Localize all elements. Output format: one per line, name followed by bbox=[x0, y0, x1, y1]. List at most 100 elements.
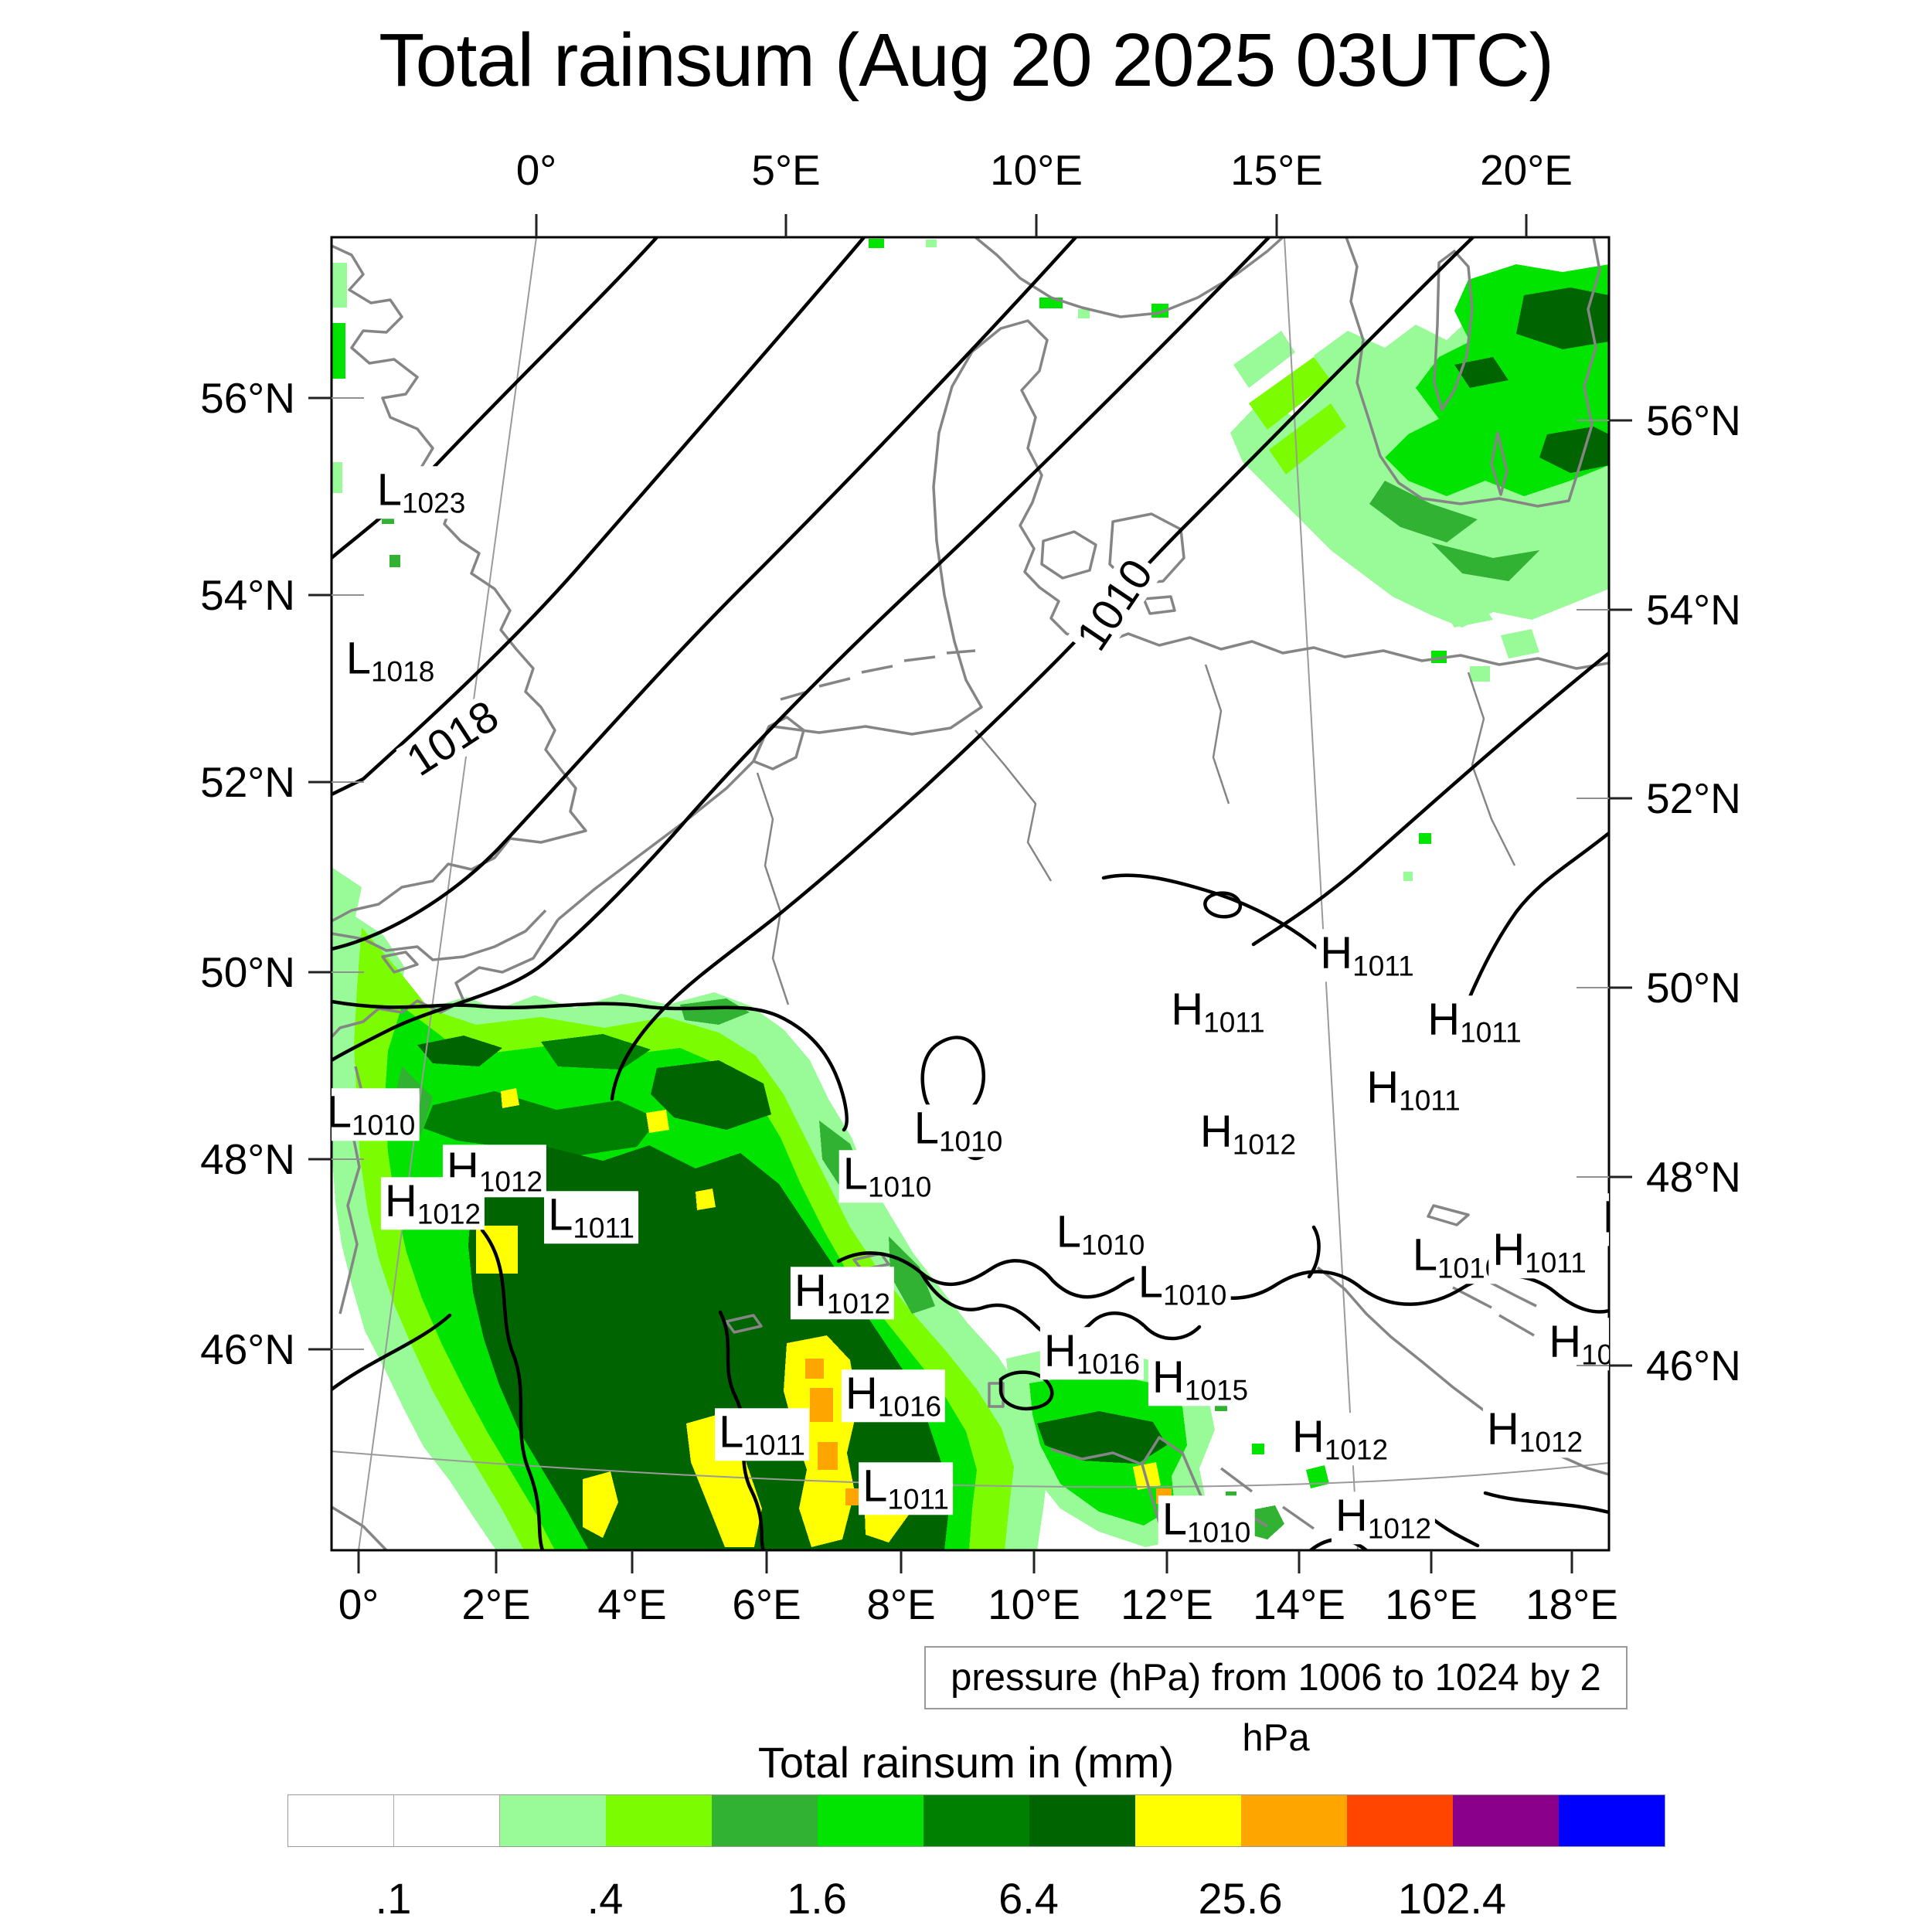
axis-tick-label-left: 56°N bbox=[200, 374, 295, 422]
legend-color-cell bbox=[818, 1795, 923, 1846]
pressure-center-letter: L bbox=[862, 1461, 888, 1512]
axis-tick-label-right: 48°N bbox=[1646, 1153, 1741, 1201]
pressure-center-label: H1011 bbox=[1423, 994, 1526, 1049]
pressure-center-value: 1010 bbox=[351, 1109, 416, 1141]
axis-tick-inner-right bbox=[1577, 609, 1609, 611]
pressure-center-label: L1010 bbox=[1052, 1208, 1149, 1261]
pressure-center-letter: H bbox=[1549, 1316, 1582, 1367]
legend-color-cell bbox=[1029, 1795, 1135, 1846]
pressure-center-value: 1015 bbox=[1184, 1374, 1249, 1406]
axis-tick-mark-bottom bbox=[495, 1550, 498, 1573]
legend-color-cell bbox=[1347, 1795, 1453, 1846]
axis-tick-label-left: 46°N bbox=[200, 1325, 295, 1373]
pressure-center-label: L1010 bbox=[838, 1148, 936, 1203]
pressure-center-label: L1010 bbox=[910, 1104, 1007, 1158]
axis-tick-mark-left bbox=[308, 396, 332, 400]
pressure-center-letter: L bbox=[332, 1087, 352, 1138]
pressure-center-label: H1015 bbox=[1148, 1353, 1253, 1406]
pressure-center-value: 1010 bbox=[938, 1125, 1003, 1158]
axis-tick-label-right: 46°N bbox=[1646, 1342, 1741, 1389]
axis-tick-label-bottom: 2°E bbox=[461, 1580, 531, 1628]
pressure-center-letter: H bbox=[1320, 927, 1353, 978]
pressure-center-value: 1012 bbox=[1232, 1128, 1297, 1161]
pressure-center-value: 1011 bbox=[1352, 950, 1414, 982]
axis-tick-label-top: 10°E bbox=[990, 146, 1083, 194]
pressure-center-letter: L bbox=[376, 464, 402, 515]
axis-tick-label-top: 20°E bbox=[1480, 146, 1573, 194]
axis-tick-label-left: 48°N bbox=[200, 1135, 295, 1183]
pressure-center-value: 1016 bbox=[877, 1390, 942, 1423]
pressure-center-value: 1012 bbox=[1324, 1434, 1389, 1466]
axis-tick-inner-left bbox=[332, 594, 364, 596]
isobar-inline-label: 1018 bbox=[396, 691, 510, 787]
meridian-15deg bbox=[1284, 237, 1359, 1550]
pressure-center-value: 1011 bbox=[1525, 1247, 1587, 1279]
pressure-center-value: 1011 bbox=[1460, 1016, 1522, 1049]
pressure-center-value: 1012 bbox=[1367, 1512, 1432, 1545]
axis-tick-label-bottom: 12°E bbox=[1121, 1580, 1213, 1628]
pressure-center-label: H101 bbox=[1545, 1316, 1609, 1371]
pressure-center-letter: H bbox=[1486, 1403, 1519, 1454]
pressure-center-label: H1012 bbox=[790, 1265, 895, 1320]
axis-tick-inner-right bbox=[1577, 1176, 1609, 1178]
pressure-center-letter: H bbox=[1335, 1490, 1368, 1541]
pressure-center-value: 1011 bbox=[573, 1212, 634, 1244]
coastline-layer bbox=[332, 237, 1609, 1550]
pressure-center-letter: H bbox=[1171, 984, 1204, 1035]
pressure-center-letter: L bbox=[1162, 1494, 1187, 1545]
legend-tick-label: 25.6 bbox=[1198, 1874, 1283, 1923]
pressure-center-letter: L bbox=[1412, 1230, 1437, 1281]
axis-tick-mark-left bbox=[308, 781, 332, 784]
axis-tick-inner-right bbox=[1577, 987, 1609, 988]
pressure-center-value: 1023 bbox=[401, 487, 466, 519]
axis-tick-mark-left bbox=[308, 594, 332, 597]
axis-tick-inner-right bbox=[1577, 798, 1609, 799]
axis-tick-mark-top bbox=[1525, 214, 1528, 237]
axis-tick-inner-left bbox=[332, 1158, 364, 1160]
axis-tick-mark-right bbox=[1609, 1364, 1632, 1367]
axis-tick-label-top: 5°E bbox=[751, 146, 821, 194]
pressure-center-label: L1023 bbox=[372, 464, 470, 519]
axis-tick-label-top: 0° bbox=[515, 146, 557, 194]
pressure-center-value: 1012 bbox=[826, 1287, 891, 1320]
isobar-inline-label: 1010 bbox=[1066, 548, 1164, 662]
legend-colorbar bbox=[287, 1794, 1665, 1847]
axis-tick-mark-right bbox=[1609, 608, 1632, 611]
pressure-center-letter: L bbox=[1138, 1257, 1163, 1308]
axis-tick-mark-bottom bbox=[1298, 1550, 1301, 1573]
legend-color-cell bbox=[712, 1795, 818, 1846]
pressure-center-label: H1016 bbox=[841, 1369, 946, 1423]
pressure-center-value: 1016 bbox=[1076, 1348, 1141, 1380]
pressure-center-value: 1012 bbox=[478, 1165, 543, 1198]
legend-color-cell bbox=[606, 1795, 712, 1846]
pressure-center-letter: H bbox=[794, 1265, 827, 1316]
pressure-center-letter: L bbox=[1603, 1192, 1609, 1242]
pressure-center-label: H1012 bbox=[380, 1175, 485, 1230]
pressure-center-value: 1010 bbox=[867, 1171, 932, 1203]
axis-tick-label-bottom: 0° bbox=[338, 1580, 379, 1628]
pressure-center-label: H1011 bbox=[1316, 927, 1418, 982]
legend-color-cell bbox=[1135, 1795, 1241, 1846]
axis-tick-label-bottom: 8°E bbox=[866, 1580, 936, 1628]
pressure-center-letter: H bbox=[1427, 994, 1461, 1045]
pressure-center-letter: H bbox=[384, 1175, 417, 1226]
pressure-center-label: H1012 bbox=[1331, 1490, 1436, 1545]
pressure-center-letter: L bbox=[842, 1148, 868, 1199]
axis-tick-mark-left bbox=[308, 971, 332, 974]
pressure-center-value: 1011 bbox=[1399, 1084, 1461, 1117]
pressure-center-value: 1011 bbox=[743, 1429, 805, 1461]
legend-tick-label: .1 bbox=[375, 1874, 412, 1923]
axis-tick-mark-top bbox=[1275, 214, 1278, 237]
pressure-center-value: 1011 bbox=[887, 1483, 949, 1515]
axis-tick-label-left: 54°N bbox=[200, 571, 295, 619]
pressure-center-label: H1016 bbox=[1039, 1327, 1145, 1380]
pressure-center-label: L bbox=[1598, 1192, 1609, 1247]
pressure-center-label: L1010 bbox=[1134, 1258, 1231, 1311]
pressure-center-label: L1010 bbox=[1158, 1494, 1255, 1549]
pressure-center-value: 1010 bbox=[1080, 1229, 1145, 1261]
pressure-center-value: 101 bbox=[1581, 1338, 1609, 1371]
axis-tick-label-bottom: 18°E bbox=[1526, 1580, 1618, 1628]
axis-tick-label-left: 50°N bbox=[200, 948, 295, 996]
axis-tick-label-left: 52°N bbox=[200, 758, 295, 806]
